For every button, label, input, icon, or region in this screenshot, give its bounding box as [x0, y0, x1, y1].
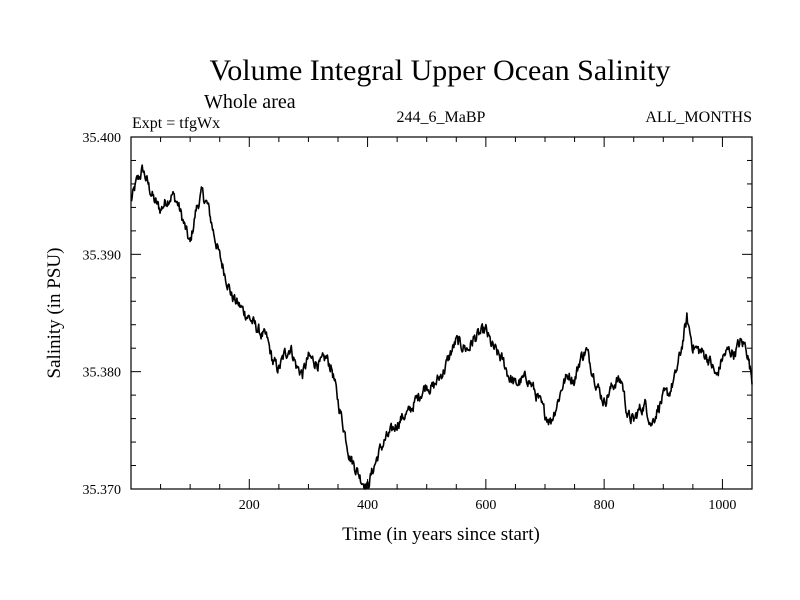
x-axis: 200 400 600 800 1000: [160, 137, 736, 513]
y-tick-label: 35.390: [83, 248, 122, 263]
run-label: 244_6_MaBP: [397, 109, 486, 126]
x-tick-label: 400: [357, 498, 378, 513]
experiment-label: Expt = tfgWx: [132, 115, 220, 132]
chart-subtitle: Whole area: [204, 91, 296, 113]
salinity-series-line: [130, 164, 753, 490]
x-tick-label: 800: [594, 498, 615, 513]
x-tick-label: 200: [239, 498, 260, 513]
y-axis: 35.370 35.380 35.390 35.400: [83, 131, 752, 498]
x-tick-label: 600: [475, 498, 496, 513]
x-tick-label: 1000: [708, 498, 736, 513]
x-axis-label: Time (in years since start): [342, 524, 540, 545]
y-axis-label: Salinity (in PSU): [44, 248, 65, 379]
y-tick-label: 35.380: [83, 366, 122, 381]
chart-title: Volume Integral Upper Ocean Salinity: [210, 54, 671, 87]
plot-frame: [130, 136, 753, 490]
y-tick-label: 35.370: [83, 483, 122, 498]
y-tick-label: 35.400: [83, 131, 122, 146]
months-label: ALL_MONTHS: [645, 109, 752, 126]
